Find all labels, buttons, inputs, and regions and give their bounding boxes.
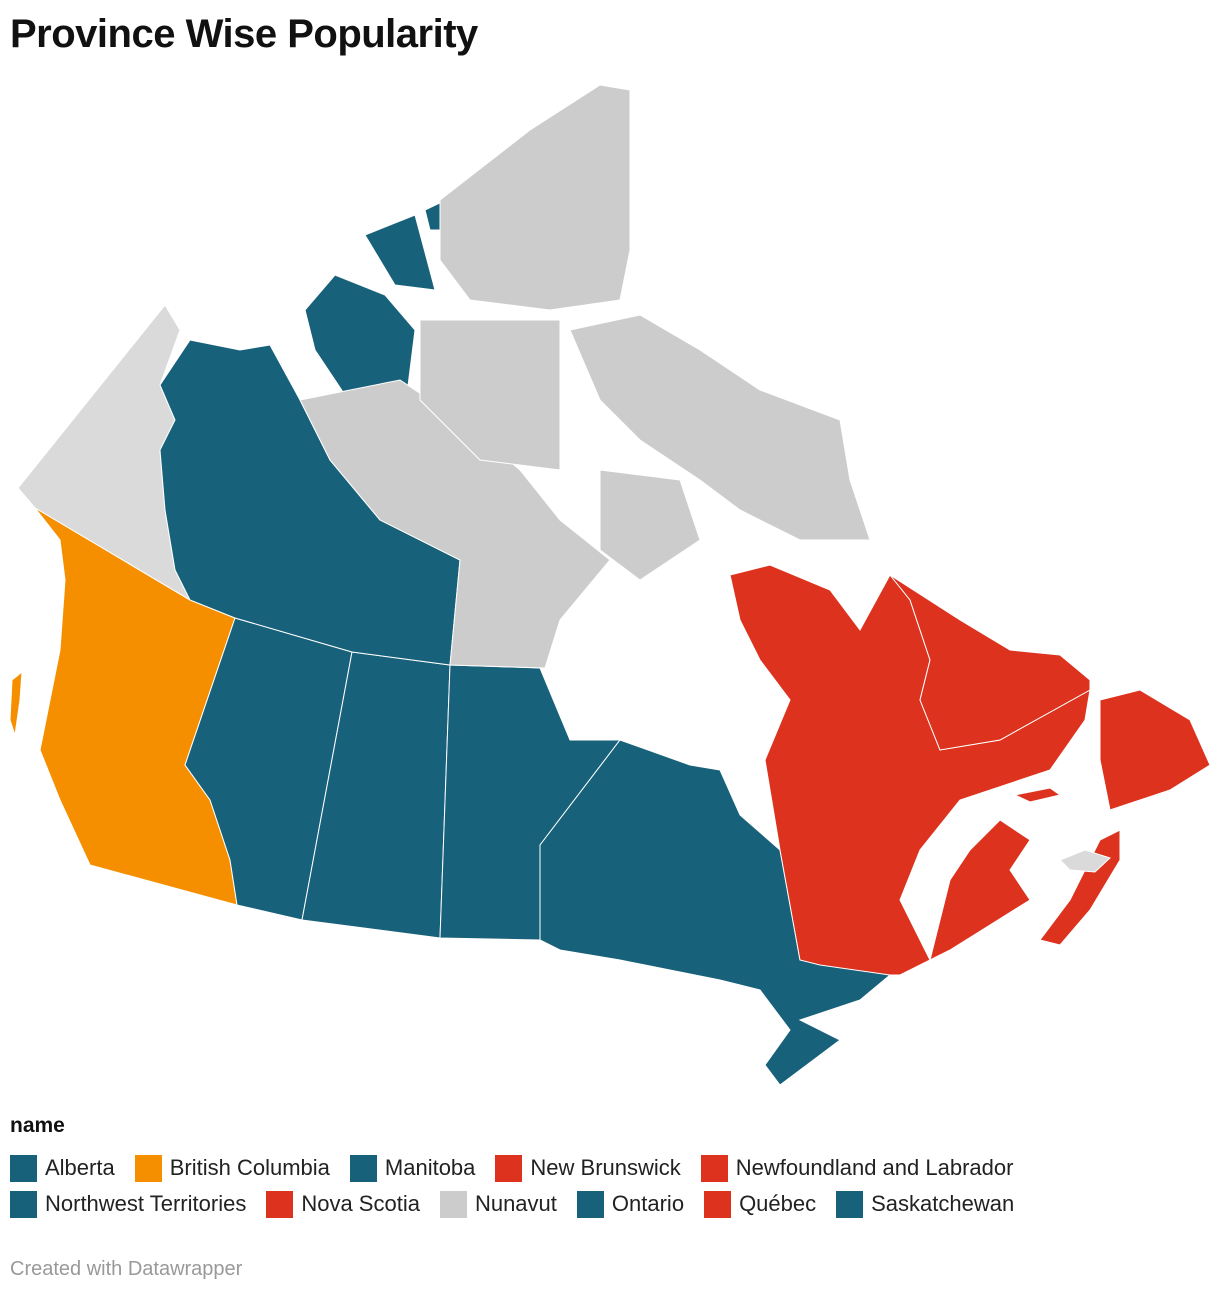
region-ontario[interactable] xyxy=(539,739,892,1086)
legend-item: New Brunswick xyxy=(495,1154,681,1182)
credit-text: Created with Datawrapper xyxy=(10,1258,243,1280)
chart-title: Province Wise Popularity xyxy=(10,12,478,56)
legend-swatch xyxy=(700,1154,728,1182)
region-anticosti[interactable] xyxy=(1013,787,1062,803)
legend-item: British Columbia xyxy=(134,1154,330,1182)
legend-item: Manitoba xyxy=(349,1154,476,1182)
legend-label: Northwest Territories xyxy=(45,1191,247,1216)
legend-swatch xyxy=(10,1154,37,1182)
legend-swatch xyxy=(704,1190,732,1218)
legend-swatch xyxy=(439,1190,467,1218)
legend-item: Ontario xyxy=(576,1190,685,1218)
legend-swatch xyxy=(134,1154,162,1182)
legend-row: Northwest Territories Nova Scotia Nunavut O… xyxy=(10,1186,1160,1222)
legend-item: Northwest Territories xyxy=(10,1190,247,1218)
legend-swatch xyxy=(266,1190,294,1218)
legend-label: British Columbia xyxy=(169,1155,330,1180)
legend-label: Ontario xyxy=(611,1191,685,1216)
legend-item: Newfoundland and Labrador xyxy=(700,1154,1014,1182)
legend-swatch xyxy=(349,1154,377,1182)
legend-label: Saskatchewan xyxy=(871,1191,1015,1216)
legend-label: Québec xyxy=(739,1191,817,1216)
legend-swatch xyxy=(10,1190,37,1218)
region-newfoundland-and-labrador[interactable] xyxy=(889,574,1211,811)
legend-label: Manitoba xyxy=(384,1155,476,1180)
region-prince-edward-island[interactable] xyxy=(1059,849,1111,873)
legend-swatch xyxy=(836,1190,864,1218)
legend-label: New Brunswick xyxy=(530,1155,681,1180)
region-nunavut[interactable] xyxy=(299,84,871,669)
legend-label: Alberta xyxy=(45,1155,115,1180)
legend-item: Alberta xyxy=(10,1154,115,1182)
legend-swatch xyxy=(576,1190,604,1218)
region-nova-scotia[interactable] xyxy=(1039,829,1121,946)
legend-label: Nova Scotia xyxy=(301,1191,420,1216)
legend-item: Nova Scotia xyxy=(266,1190,420,1218)
legend-title: name xyxy=(10,1114,65,1137)
legend-swatch xyxy=(495,1154,523,1182)
legend-item: Saskatchewan xyxy=(836,1190,1015,1218)
legend-row: Alberta British Columbia Manitoba New Bruns… xyxy=(10,1150,1160,1186)
legend: Alberta British Columbia Manitoba New Bruns… xyxy=(10,1150,1160,1222)
legend-item: Nunavut xyxy=(439,1190,557,1218)
legend-label: Newfoundland and Labrador xyxy=(735,1155,1014,1180)
legend-label: Nunavut xyxy=(474,1191,557,1216)
canada-map xyxy=(9,84,1211,1086)
region-new-brunswick[interactable] xyxy=(929,819,1031,961)
region-bc-island[interactable] xyxy=(9,670,23,736)
legend-item: Québec xyxy=(704,1190,817,1218)
